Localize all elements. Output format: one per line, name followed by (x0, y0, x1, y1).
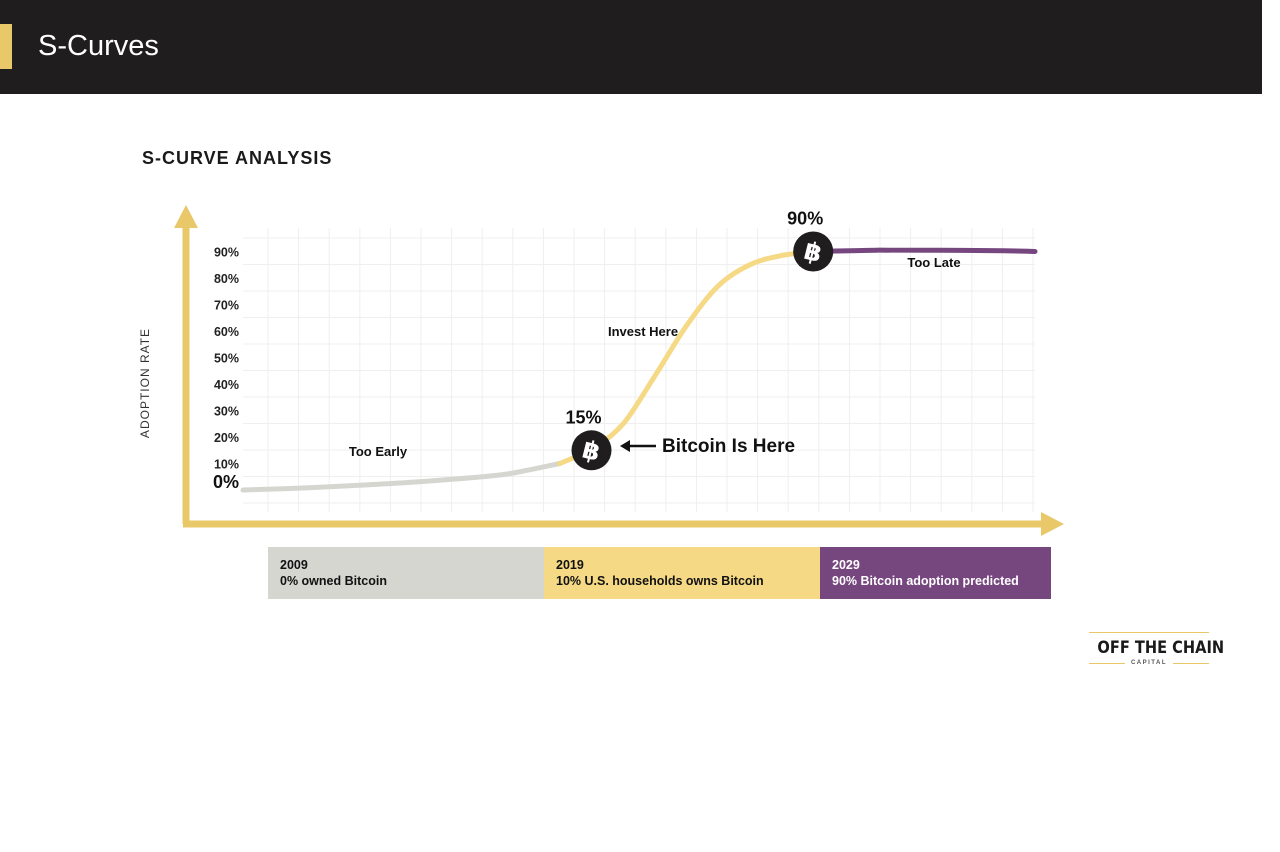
timeline-segment: 2019 10% U.S. households owns Bitcoin (544, 547, 820, 599)
y-tick-labels: 10% 20% 30% 40% 50% 60% 70% 80% 90% (214, 246, 239, 472)
y-tick-label: 20% (214, 431, 239, 445)
chart-title: S-CURVE ANALYSIS (142, 148, 333, 168)
header-accent (0, 24, 12, 69)
bitcoin-symbol: ฿ (801, 236, 825, 268)
bitcoin-symbol: ฿ (579, 435, 603, 467)
timeline-text: 10% U.S. households owns Bitcoin (556, 574, 764, 588)
chart-markers: ฿ 15% ฿ 90% (565, 209, 834, 471)
zero-label: 0% (213, 472, 239, 492)
chart-grid (243, 228, 1035, 512)
logo-sub: CAPITAL (1130, 660, 1168, 666)
series-line-late (810, 247, 1038, 254)
timeline-bar: 2009 0% owned Bitcoin 2019 10% U.S. househo… (268, 547, 1051, 599)
timeline-year: 2019 (556, 558, 584, 572)
x-axis-arrow (1041, 512, 1064, 536)
y-tick-label: 60% (214, 325, 239, 339)
y-tick-label: 70% (214, 299, 239, 313)
timeline-segment: 2009 0% owned Bitcoin (268, 547, 544, 599)
bitcoin-is-here-label: Bitcoin Is Here (662, 436, 795, 457)
timeline-segment-bg (544, 547, 820, 599)
timeline-text: 0% owned Bitcoin (280, 574, 387, 588)
y-tick-label: 80% (214, 272, 239, 286)
bitcoin-is-here-arrowhead (620, 440, 630, 452)
timeline-year: 2009 (280, 558, 308, 572)
marker-value-label: 15% (565, 407, 601, 427)
y-tick-label: 10% (214, 458, 239, 472)
y-tick-label: 30% (214, 405, 239, 419)
y-tick-label: 50% (214, 352, 239, 366)
invest-here-label: Invest Here (608, 324, 678, 339)
logo-sub-row: CAPITAL (1089, 660, 1209, 666)
too-early-label: Too Early (349, 444, 408, 459)
bitcoin-marker: ฿ 90% (787, 209, 834, 272)
bitcoin-icon (793, 231, 834, 272)
bitcoin-icon (571, 430, 612, 471)
chart-axes (174, 205, 1064, 536)
too-late-label: Too Late (907, 255, 960, 270)
timeline-text: 90% Bitcoin adoption predicted (832, 574, 1019, 588)
y-tick-label: 40% (214, 378, 239, 392)
logo-name: OFF THE CHAIN (1097, 638, 1225, 658)
company-logo: OFF THE CHAIN CAPITAL (1089, 632, 1225, 666)
series-line-early (240, 461, 563, 493)
chart-annotations: 0% Too Early Invest Here Too Late Bitcoin Is… (213, 255, 961, 492)
y-axis-arrow (174, 205, 198, 228)
timeline-segment: 2029 90% Bitcoin adoption predicted (820, 547, 1051, 599)
header-bar: S-Curves (0, 0, 1262, 94)
timeline-year: 2029 (832, 558, 860, 572)
marker-value-label: 90% (787, 209, 823, 229)
bitcoin-marker: ฿ 15% (565, 407, 612, 471)
logo-top-rule (1089, 632, 1209, 633)
timeline-segment-bg (820, 547, 1051, 599)
page-title: S-Curves (38, 30, 159, 62)
y-tick-label: 90% (214, 246, 239, 260)
timeline-segment-bg (268, 547, 544, 599)
